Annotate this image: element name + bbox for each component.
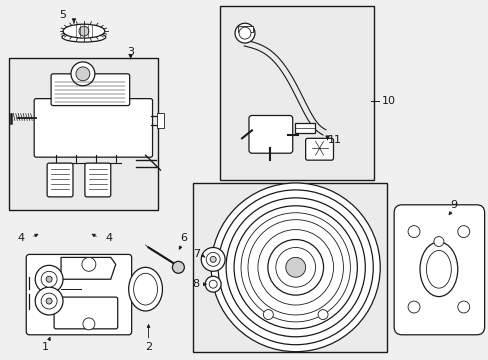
Circle shape <box>83 318 95 330</box>
FancyBboxPatch shape <box>248 116 292 153</box>
Circle shape <box>35 287 63 315</box>
Circle shape <box>79 26 89 36</box>
Circle shape <box>433 237 443 247</box>
Circle shape <box>41 271 57 287</box>
Ellipse shape <box>426 251 450 288</box>
Circle shape <box>209 280 217 288</box>
Text: 1: 1 <box>41 342 48 352</box>
Circle shape <box>239 27 250 39</box>
Text: 4: 4 <box>18 233 25 243</box>
Circle shape <box>317 310 327 320</box>
Circle shape <box>263 310 273 320</box>
Circle shape <box>267 239 323 295</box>
Circle shape <box>234 206 357 329</box>
Circle shape <box>46 276 52 282</box>
Bar <box>9 58 158 210</box>
Circle shape <box>41 293 57 309</box>
Circle shape <box>206 252 220 266</box>
FancyBboxPatch shape <box>26 255 131 335</box>
FancyBboxPatch shape <box>47 163 73 197</box>
Ellipse shape <box>128 267 162 311</box>
FancyBboxPatch shape <box>51 74 129 105</box>
Circle shape <box>71 62 95 86</box>
Circle shape <box>407 301 419 313</box>
Text: 8: 8 <box>192 279 200 289</box>
Ellipse shape <box>62 32 105 42</box>
Bar <box>220 6 373 180</box>
Circle shape <box>211 183 380 352</box>
Circle shape <box>225 198 365 337</box>
Circle shape <box>407 226 419 238</box>
Circle shape <box>257 230 333 305</box>
FancyBboxPatch shape <box>85 163 111 197</box>
Bar <box>294 123 314 133</box>
Circle shape <box>218 190 372 345</box>
Circle shape <box>457 301 469 313</box>
Circle shape <box>247 220 343 315</box>
Circle shape <box>285 257 305 277</box>
Ellipse shape <box>133 273 157 305</box>
Circle shape <box>210 256 216 262</box>
Text: 3: 3 <box>127 47 134 57</box>
Circle shape <box>235 23 254 43</box>
FancyBboxPatch shape <box>393 205 484 335</box>
FancyBboxPatch shape <box>305 138 333 160</box>
Circle shape <box>205 276 221 292</box>
Circle shape <box>201 247 224 271</box>
Circle shape <box>172 261 184 273</box>
Text: 5: 5 <box>60 10 66 20</box>
FancyBboxPatch shape <box>34 99 152 157</box>
Ellipse shape <box>63 24 104 38</box>
Text: 7: 7 <box>192 249 200 260</box>
Circle shape <box>35 265 63 293</box>
FancyBboxPatch shape <box>54 297 118 329</box>
Text: 10: 10 <box>382 96 395 105</box>
Bar <box>238 26 252 32</box>
Text: 11: 11 <box>327 135 341 145</box>
Circle shape <box>241 213 350 322</box>
Text: 4: 4 <box>105 233 112 243</box>
Bar <box>156 113 164 129</box>
Text: 6: 6 <box>180 233 186 243</box>
Bar <box>193 183 386 352</box>
Circle shape <box>457 226 469 238</box>
Polygon shape <box>61 257 116 279</box>
Circle shape <box>46 298 52 304</box>
Circle shape <box>275 247 315 287</box>
Circle shape <box>82 257 96 271</box>
Text: 9: 9 <box>449 200 456 210</box>
Circle shape <box>76 67 90 81</box>
Ellipse shape <box>419 242 457 297</box>
Text: 2: 2 <box>144 342 152 352</box>
